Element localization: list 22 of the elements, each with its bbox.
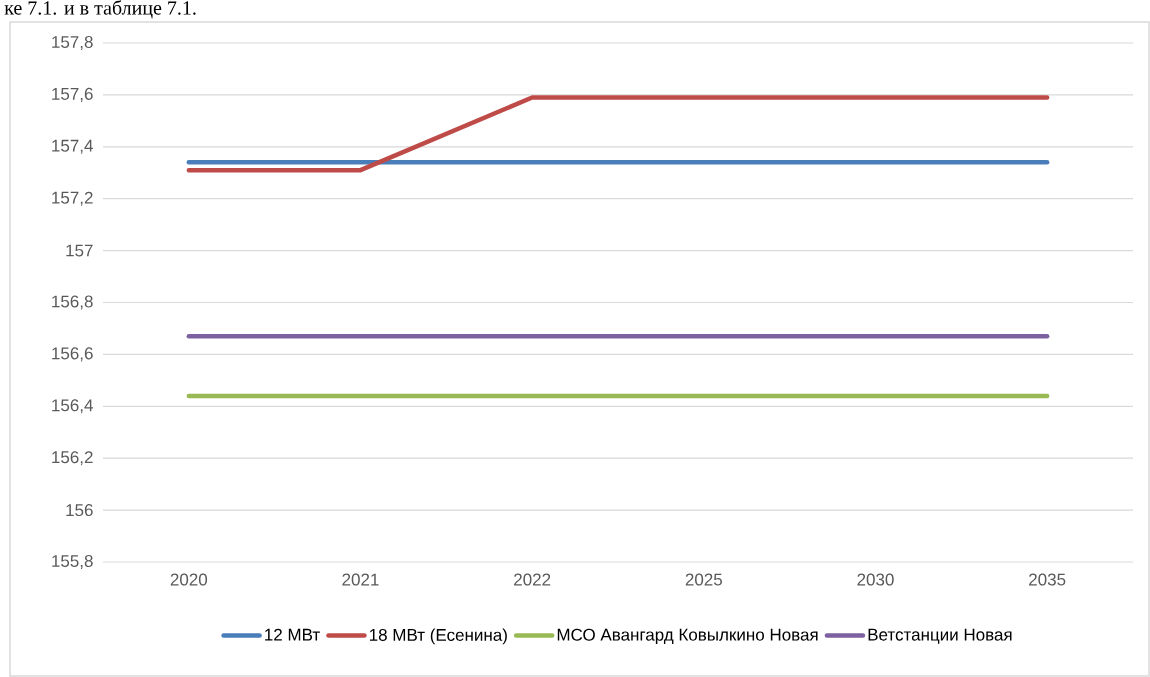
y-tick-label: 155,8 [52,554,93,570]
x-tick-label: 2035 [1029,573,1066,586]
y-tick-label: 157,8 [52,35,93,51]
x-tick-label: 2021 [342,573,379,586]
y-tick-label: 157,6 [52,87,93,102]
y-tick-label: 157 [66,244,93,257]
x-tick-label: 2030 [857,573,894,586]
x-tick-label: 2022 [514,573,551,586]
text: ке 7.1. и в таблице 7.1. [4,0,196,19]
legend-label: Ветстанции Новая [868,628,1012,644]
y-tick-label: 156 [66,504,93,517]
y-tick-label: 157,4 [52,139,93,154]
y-tick-label: 156,6 [52,347,93,362]
legend-label: МСО Авангард Ковылкино Новая [557,628,818,645]
x-tick-label: 2025 [685,573,723,586]
y-tick-label: 156,4 [52,399,93,414]
y-tick-label: 157,2 [52,191,93,206]
x-tick-label: 2020 [170,573,208,586]
y-tick-label: 156,2 [52,451,93,466]
legend-label: 12 МВт [265,628,320,641]
legend-label: 18 МВт (Есенина) [369,628,507,645]
y-tick-label: 156,8 [52,295,93,310]
